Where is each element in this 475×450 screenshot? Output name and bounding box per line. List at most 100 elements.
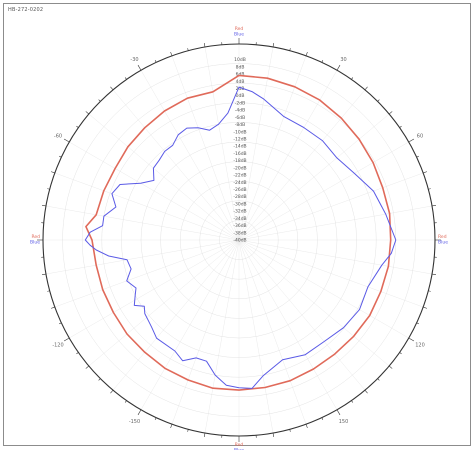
radial-scale-label: -10dB	[233, 129, 246, 135]
grid-spoke	[112, 89, 240, 241]
marker-red-left: Red	[31, 234, 40, 240]
radial-scale-label: -34dB	[233, 216, 246, 222]
rim-tick	[187, 429, 189, 432]
angle-tick-label: -60	[54, 134, 62, 140]
rim-tick	[416, 155, 420, 158]
rim-tick	[41, 204, 47, 207]
rim-tick	[351, 77, 354, 80]
radial-scale-label: -20dB	[233, 165, 246, 171]
grid-spoke	[238, 70, 338, 241]
rim-tick	[98, 99, 101, 102]
angle-tick-label: -30	[130, 57, 138, 63]
grid-spoke	[238, 239, 307, 425]
marker-blue-bottom: Blue	[234, 448, 244, 450]
rim-tick	[137, 64, 142, 71]
rim-tick	[399, 125, 402, 128]
radial-scale-label: -32dB	[233, 209, 246, 215]
radial-scale-label: 6dB	[236, 72, 245, 78]
radial-scale-label: -28dB	[233, 194, 246, 200]
grid-spoke	[238, 141, 409, 241]
grid-spoke	[45, 205, 240, 241]
radial-scale-label: -14dB	[233, 144, 246, 150]
angle-tick-label: 150	[339, 419, 349, 425]
marker-red-right: Red	[438, 234, 447, 240]
grid-spoke	[238, 239, 433, 275]
rim-tick	[58, 322, 62, 325]
rim-tick	[47, 290, 50, 292]
grid-spoke	[88, 113, 240, 241]
rim-tick	[50, 306, 55, 309]
radial-scale-label: 8dB	[236, 64, 245, 70]
grid-spoke	[238, 239, 390, 367]
radial-scale-label: -38dB	[233, 230, 246, 236]
radial-scale-label: 0dB	[236, 93, 245, 99]
grid-spoke	[140, 239, 240, 410]
rim-tick	[170, 51, 173, 56]
radial-scale-label: -22dB	[233, 173, 246, 179]
rim-tick	[431, 204, 437, 207]
grid-spoke	[140, 70, 240, 241]
radial-scale-label: -36dB	[233, 223, 246, 229]
rim-tick	[272, 42, 275, 48]
rim-tick	[428, 290, 431, 292]
series-red-line	[85, 74, 392, 391]
radial-scale-label: -18dB	[233, 158, 246, 164]
grid-spoke	[204, 239, 240, 434]
rim-tick	[76, 352, 79, 355]
rim-tick	[110, 389, 114, 394]
rim-tick	[63, 337, 70, 342]
grid-spoke	[45, 239, 240, 275]
radial-scale-label: -40dB	[233, 238, 246, 244]
rim-tick	[187, 48, 189, 51]
grid-spoke	[238, 239, 274, 434]
grid-spoke	[238, 172, 424, 241]
rim-tick	[41, 273, 47, 276]
angle-tick-label: 30	[340, 57, 346, 63]
rim-tick	[170, 424, 173, 429]
grid-spoke	[69, 239, 240, 339]
grid-spoke	[204, 46, 240, 241]
rim-tick	[336, 64, 341, 71]
radial-scale-label: -12dB	[233, 137, 246, 143]
rim-tick	[428, 188, 431, 190]
rim-tick	[47, 188, 50, 190]
radial-scale-label: -24dB	[233, 180, 246, 186]
grid-spoke	[54, 239, 240, 308]
grid-spoke	[88, 239, 240, 367]
rim-tick	[431, 273, 437, 276]
rim-tick	[321, 59, 324, 63]
rim-tick	[289, 429, 291, 432]
rim-tick	[408, 138, 415, 143]
rim-tick	[416, 322, 420, 325]
rim-tick	[124, 400, 127, 403]
radial-scale-label: 10dB	[234, 57, 246, 63]
rim-tick	[137, 409, 142, 416]
radial-scale-label: 2dB	[236, 86, 245, 92]
marker-blue-top: Blue	[234, 32, 244, 38]
grid-spoke	[238, 239, 424, 308]
grid-spoke	[112, 239, 240, 391]
rim-tick	[377, 378, 380, 381]
marker-blue-right: Blue	[438, 240, 448, 246]
rim-tick	[85, 111, 90, 115]
rim-tick	[85, 365, 90, 369]
rim-tick	[98, 378, 101, 381]
rim-tick	[408, 337, 415, 342]
rim-tick	[388, 111, 393, 115]
rim-tick	[154, 59, 157, 63]
rim-tick	[272, 432, 275, 438]
rim-tick	[423, 171, 428, 174]
rim-tick	[58, 155, 62, 158]
rim-tick	[351, 400, 354, 403]
grid-spoke	[238, 239, 366, 391]
grid-spoke	[171, 55, 240, 241]
grid-spoke	[238, 205, 433, 241]
rim-tick	[423, 306, 428, 309]
marker-red-top: Red	[235, 26, 244, 32]
radial-scale-label: -6dB	[235, 115, 245, 121]
grid-spoke	[238, 239, 338, 410]
grid-spoke	[171, 239, 240, 425]
grid-spoke	[238, 239, 409, 339]
